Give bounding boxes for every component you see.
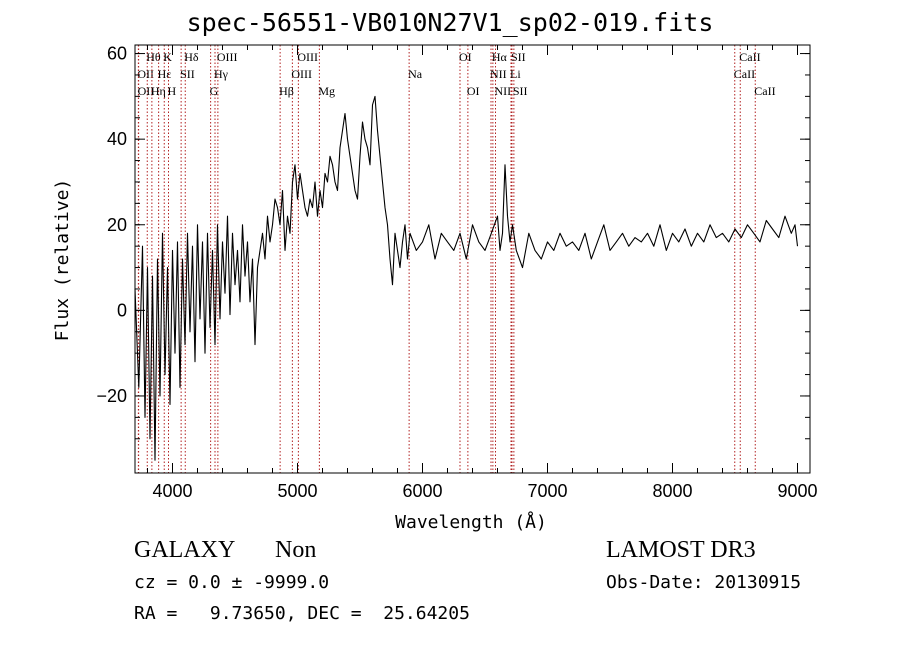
axis-ticks: 4000 5000 6000 7000 8000 9000 −20 0 20 40 60 bbox=[96, 44, 817, 501]
y-axis-label: Flux (relative) bbox=[52, 179, 73, 342]
redshift-readout: cz = 0.0 ± -9999.0 bbox=[134, 572, 330, 593]
y-tick-label: 60 bbox=[107, 44, 127, 64]
line-label-12: OIII bbox=[297, 50, 318, 64]
line-label-6: SII bbox=[180, 67, 195, 81]
x-tick-label: 8000 bbox=[652, 481, 692, 501]
line-label-21: NII bbox=[490, 67, 507, 81]
x-axis-label: Wavelength (Å) bbox=[395, 511, 547, 533]
x-tick-label: 6000 bbox=[402, 481, 442, 501]
y-tick-label: 40 bbox=[107, 129, 127, 149]
y-tick-label: 0 bbox=[117, 300, 127, 320]
line-label-27: CaII bbox=[754, 84, 775, 98]
line-label-16: Na bbox=[408, 67, 423, 81]
line-label-19: Hα bbox=[492, 50, 508, 64]
x-tick-label: 9000 bbox=[777, 481, 817, 501]
spectrum-series bbox=[134, 95, 799, 461]
plot-axes bbox=[134, 44, 811, 474]
line-label-11: G bbox=[210, 84, 219, 98]
line-label-15: Mg bbox=[318, 84, 335, 98]
line-label-23: NII bbox=[495, 84, 512, 98]
line-label-17: OI bbox=[459, 50, 472, 64]
plot-frame bbox=[134, 44, 811, 474]
line-label-26: CaII bbox=[734, 67, 755, 81]
x-tick-label: 7000 bbox=[527, 481, 567, 501]
y-tick-label: 20 bbox=[107, 215, 127, 235]
line-label-3: K bbox=[163, 50, 172, 64]
survey-label: LAMOST DR3 bbox=[606, 537, 756, 563]
coordinates: RA = 9.73650, DEC = 25.64205 bbox=[134, 603, 470, 624]
line-label-7: H bbox=[168, 84, 177, 98]
line-label-22: Li bbox=[510, 67, 521, 81]
chart-title: spec-56551-VB010N27V1_sp02-019.fits bbox=[186, 8, 714, 37]
object-class: GALAXY bbox=[134, 537, 236, 563]
line-label-5: Hη bbox=[151, 84, 166, 98]
x-tick-label: 5000 bbox=[277, 481, 317, 501]
obs-date: Obs-Date: 20130915 bbox=[606, 572, 802, 593]
spectrum-line bbox=[134, 95, 799, 461]
line-label-0: Hθ bbox=[146, 50, 161, 64]
x-tick-label: 4000 bbox=[152, 481, 192, 501]
line-label-14: Hβ bbox=[279, 84, 294, 98]
line-label-10: Hγ bbox=[214, 67, 229, 81]
line-label-2: OII bbox=[138, 84, 155, 98]
line-label-24: SII bbox=[513, 84, 528, 98]
line-label-25: CaII bbox=[739, 50, 760, 64]
line-label-18: OI bbox=[467, 84, 480, 98]
line-label-20: SII bbox=[511, 50, 526, 64]
line-label-1: OII bbox=[137, 67, 154, 81]
y-tick-label: −20 bbox=[96, 386, 127, 406]
line-label-4: Hε bbox=[158, 67, 172, 81]
object-subclass: Non bbox=[275, 537, 317, 563]
line-label-8: Hδ bbox=[184, 50, 199, 64]
line-label-13: OIII bbox=[291, 67, 312, 81]
line-label-9: OIII bbox=[217, 50, 238, 64]
